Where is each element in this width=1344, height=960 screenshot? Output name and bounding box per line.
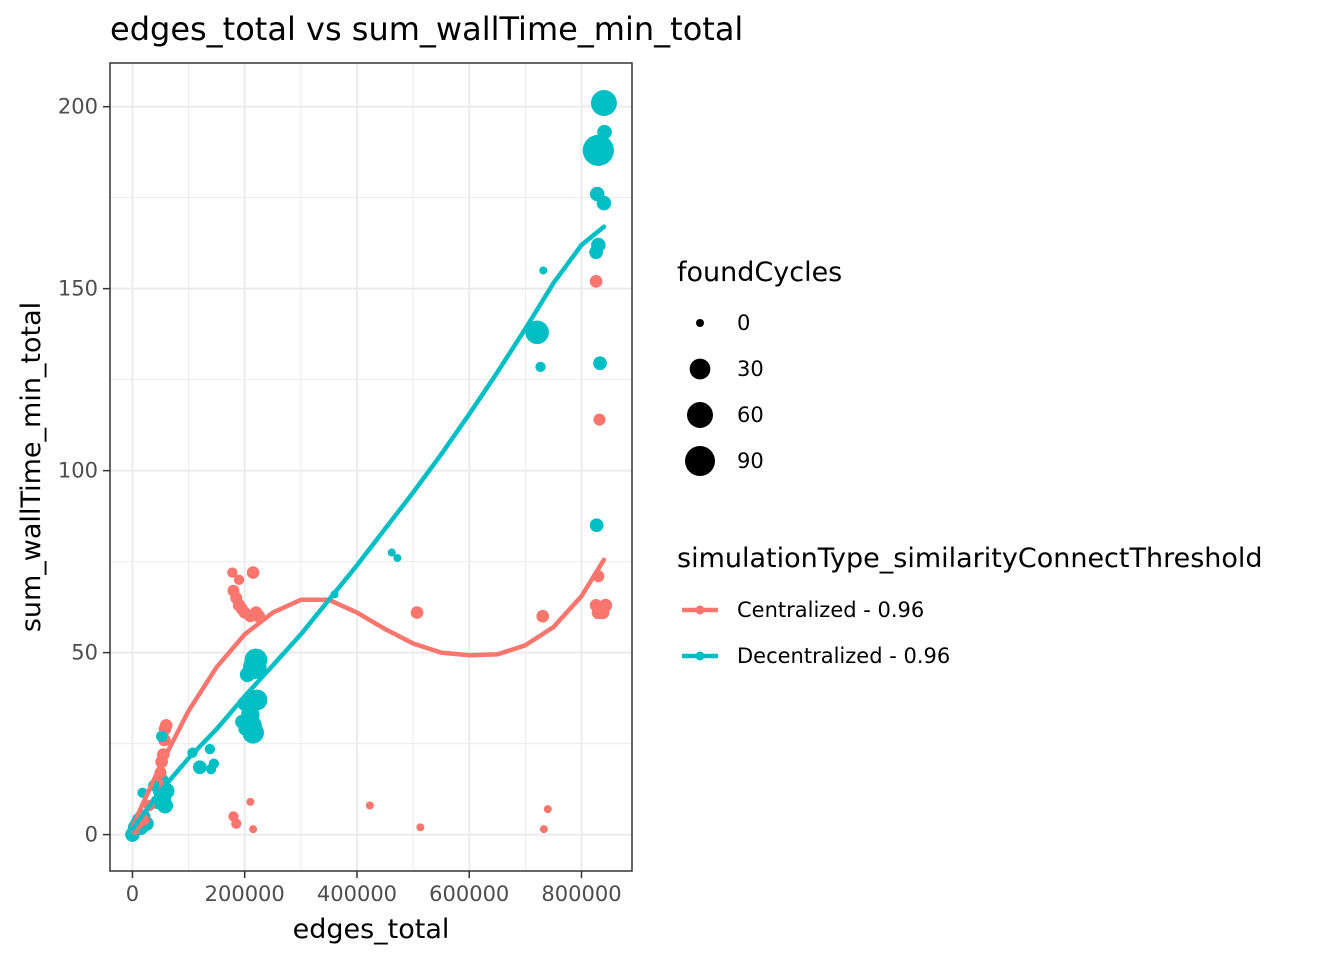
y-tick-label: 50	[71, 641, 98, 665]
size-legend-label: 30	[737, 357, 764, 381]
size-legend-label: 0	[737, 311, 750, 335]
data-point	[416, 823, 425, 832]
color-legend-title: simulationType_similarityConnectThreshol…	[677, 543, 1263, 574]
chart-title: edges_total vs sum_wallTime_min_total	[110, 10, 743, 48]
data-point	[230, 592, 243, 605]
data-point	[239, 666, 256, 683]
data-point	[208, 758, 219, 769]
data-point	[249, 825, 258, 834]
data-point	[387, 548, 396, 557]
data-point	[204, 743, 216, 755]
size-legend-title: foundCycles	[677, 257, 842, 288]
data-point	[593, 356, 607, 371]
data-point	[536, 609, 550, 623]
data-point	[192, 760, 207, 775]
data-point	[597, 124, 612, 140]
y-axis: 0 50 100 150 200	[58, 95, 110, 847]
data-point	[246, 797, 255, 806]
y-axis-title: sum_wallTime_min_total	[16, 302, 47, 632]
size-legend: foundCycles 0 30 60 90	[677, 257, 842, 476]
data-point	[535, 361, 546, 373]
major-gridlines	[110, 63, 632, 871]
data-point	[233, 574, 245, 585]
data-point	[525, 320, 549, 345]
data-point	[582, 134, 614, 166]
x-axis: 0 200000 400000 600000 800000	[126, 871, 622, 906]
data-point	[244, 648, 268, 672]
data-point	[227, 567, 238, 578]
data-point	[543, 805, 552, 814]
size-legend-label: 60	[737, 403, 764, 427]
data-point	[589, 518, 604, 533]
data-point	[244, 610, 257, 623]
data-point	[589, 245, 603, 260]
size-legend-key	[696, 319, 704, 327]
y-tick-label: 0	[85, 823, 98, 847]
data-point	[589, 275, 603, 288]
color-legend-dot	[695, 651, 705, 661]
data-point	[238, 722, 252, 736]
x-axis-title: edges_total	[293, 914, 450, 945]
size-legend-key	[685, 446, 715, 476]
data-point	[246, 566, 260, 579]
x-tick-label: 400000	[317, 882, 397, 906]
color-legend-label: Centralized - 0.96	[737, 598, 924, 622]
data-point	[231, 818, 242, 829]
color-legend: simulationType_similarityConnectThreshol…	[677, 543, 1263, 668]
data-point	[593, 413, 606, 426]
data-points	[125, 90, 617, 842]
x-tick-label: 200000	[205, 882, 285, 906]
size-legend-key	[687, 402, 713, 428]
data-point	[599, 598, 613, 612]
color-legend-dot	[695, 605, 705, 615]
size-legend-key	[689, 358, 711, 380]
data-point	[410, 606, 424, 619]
data-point	[539, 266, 548, 275]
data-point	[159, 719, 173, 732]
y-tick-label: 150	[58, 277, 98, 301]
data-point	[393, 553, 402, 562]
y-tick-label: 200	[58, 95, 98, 119]
data-point	[155, 730, 168, 742]
x-tick-label: 800000	[541, 882, 621, 906]
minor-gridlines	[110, 63, 632, 871]
trend-line	[130, 557, 607, 830]
data-point	[589, 598, 603, 612]
x-tick-label: 600000	[429, 882, 509, 906]
plot-border	[109, 62, 633, 872]
data-point	[539, 825, 548, 834]
size-legend-label: 90	[737, 449, 764, 473]
plot-area	[109, 62, 633, 872]
y-tick-label: 100	[58, 459, 98, 483]
color-legend-label: Decentralized - 0.96	[737, 644, 950, 668]
data-point	[365, 801, 374, 810]
data-point	[246, 689, 268, 711]
x-tick-label: 0	[126, 882, 139, 906]
trend-line	[130, 224, 607, 832]
data-point	[590, 90, 617, 117]
trend-lines	[130, 224, 607, 832]
data-point	[596, 195, 612, 211]
